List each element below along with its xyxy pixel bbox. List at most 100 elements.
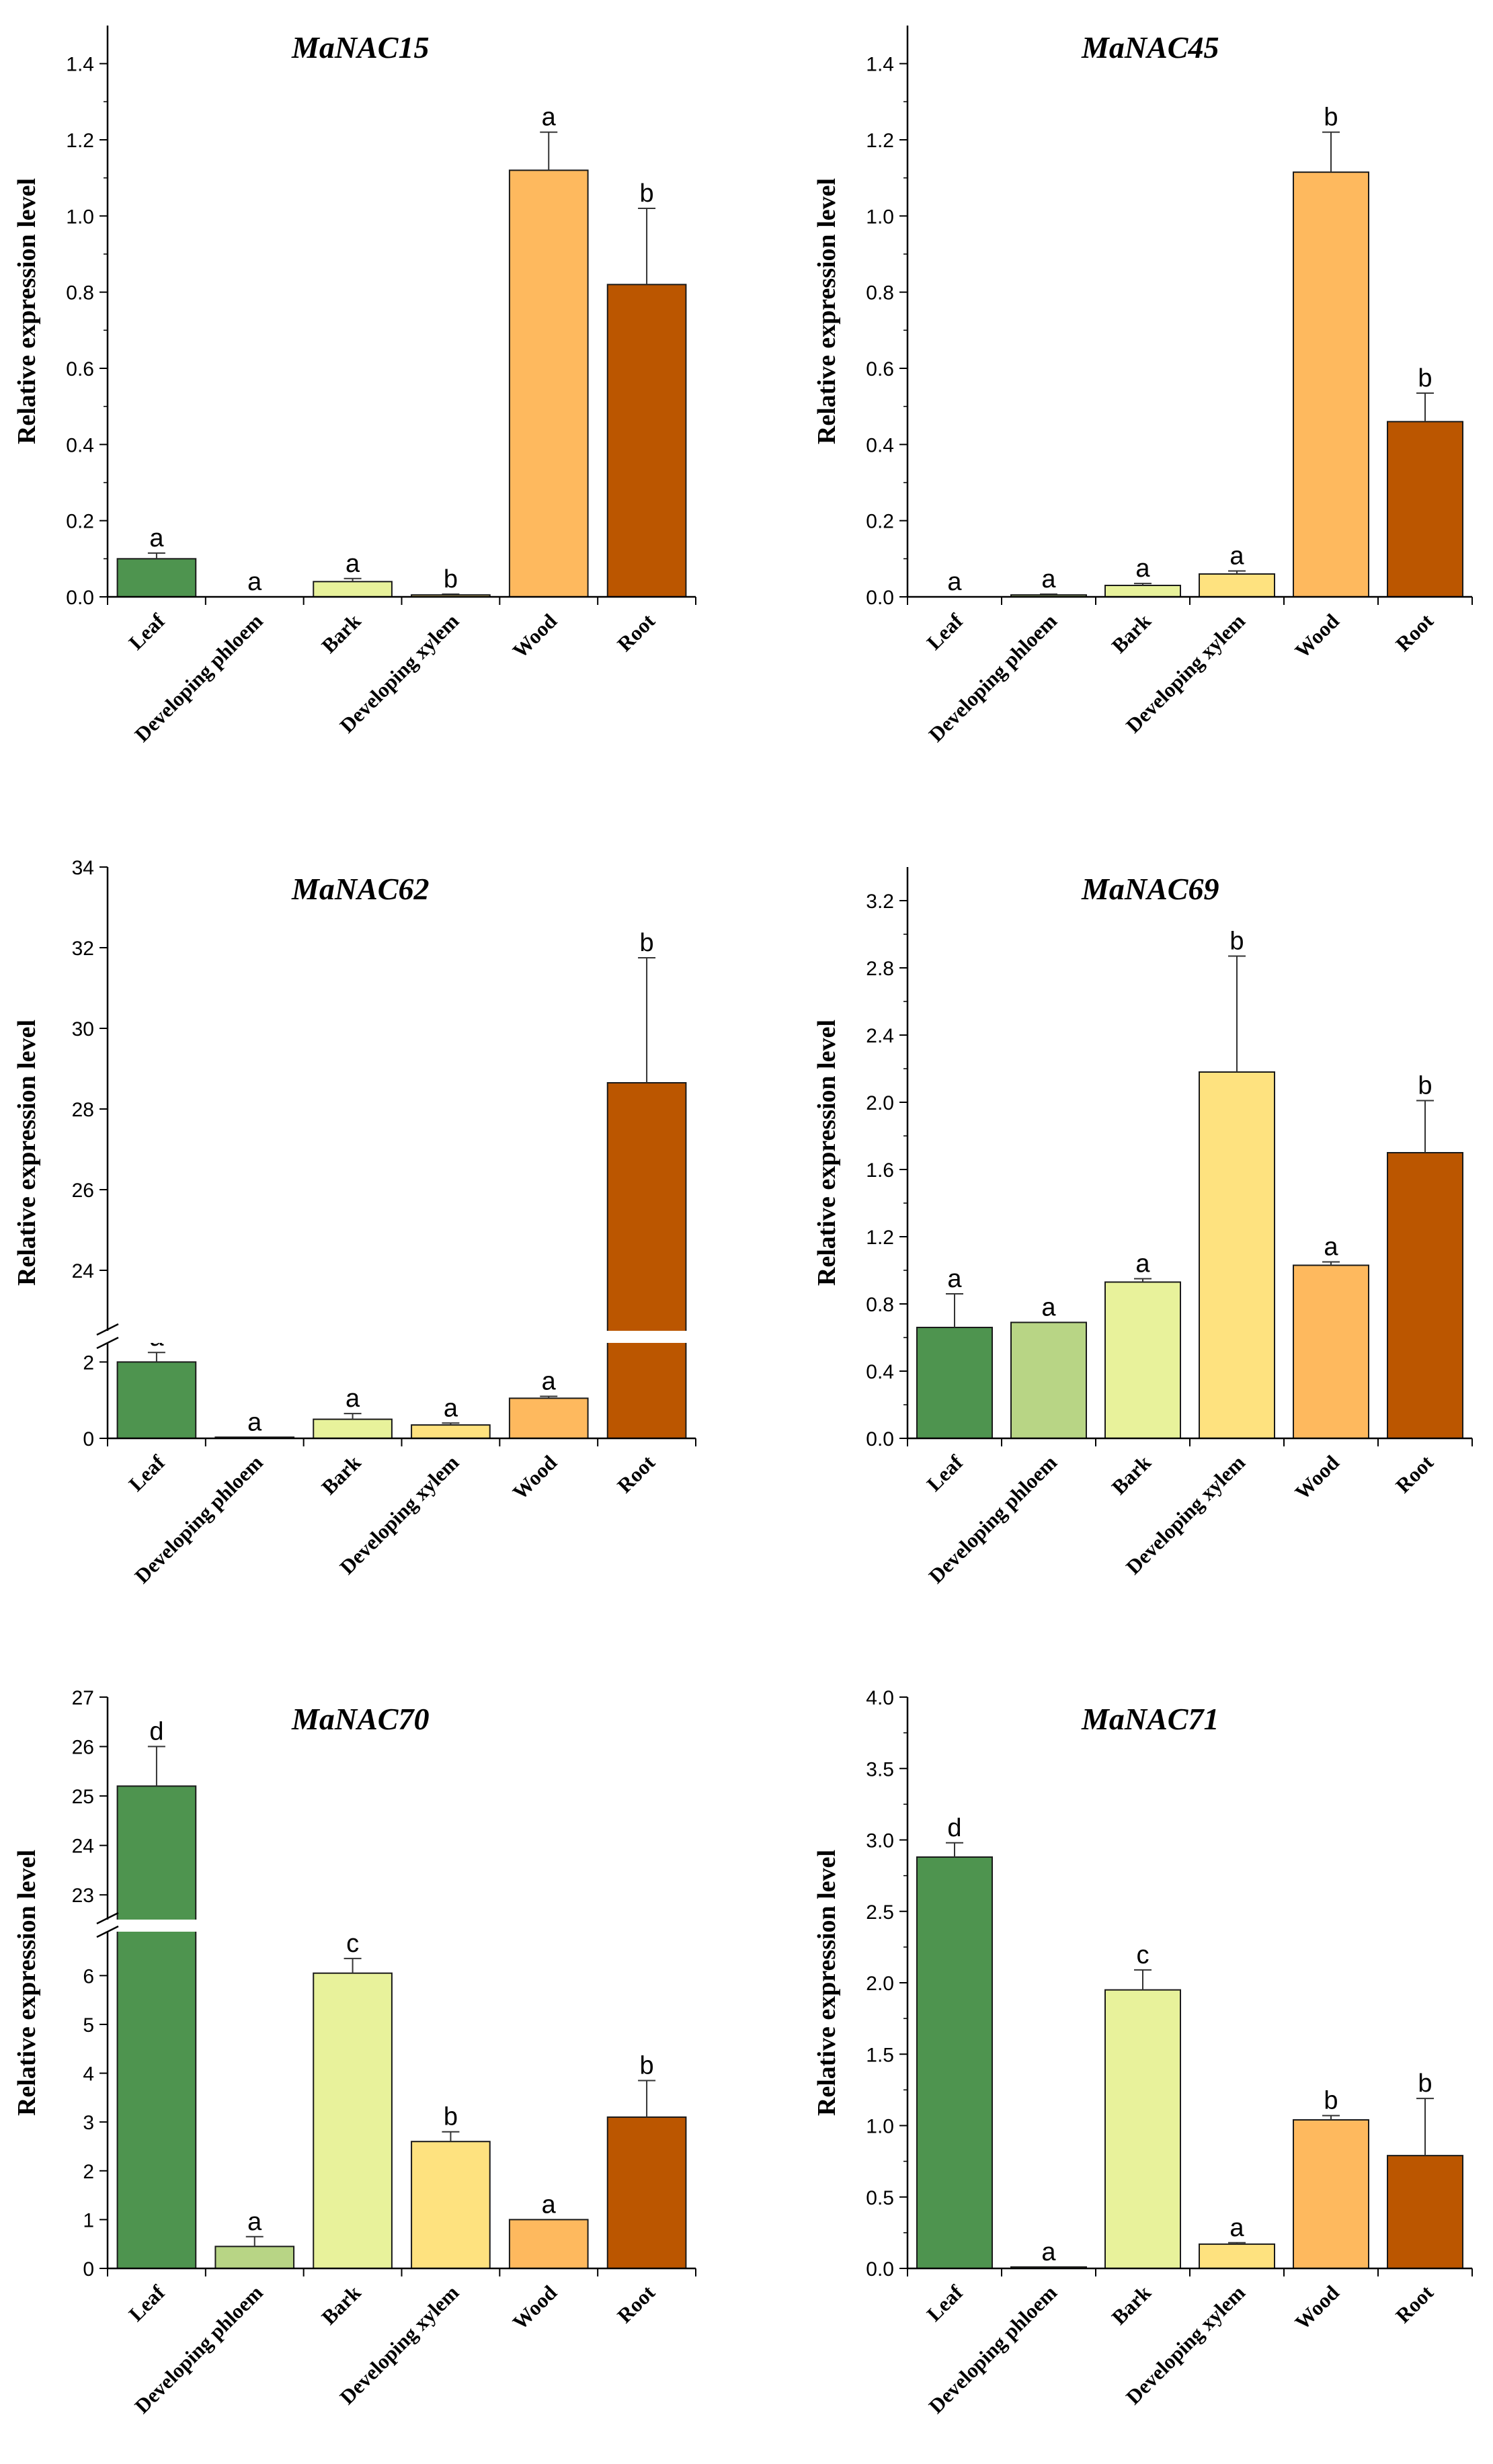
significance-letter: a [1041,1294,1056,1322]
y-tick-label: 1.4 [66,54,94,76]
significance-letter: b [640,2051,654,2080]
bar-developing-xylem [1199,573,1275,598]
category-label: Root [612,2281,659,2328]
significance-letter: c [1137,1941,1149,1969]
bar-root [1387,421,1463,598]
y-tick-label: 24 [72,1260,94,1282]
bar-developing-xylem [411,1424,491,1440]
significance-letter: a [444,1394,458,1422]
y-tick-label: 2.4 [866,1025,894,1047]
bar-wood [1293,1264,1369,1439]
bar-bark [1104,1281,1181,1439]
significance-letter: a [247,568,262,596]
significance-letter: a [1041,2238,1056,2266]
significance-letter: a [247,1408,262,1436]
axis-break-mark [96,1336,119,1350]
y-axis-label: Relative expression level [13,178,41,444]
significance-letter: b [1418,2069,1432,2098]
y-tick-label: 0.8 [866,1294,894,1316]
category-label: Bark [317,1450,366,1500]
bar-leaf [916,1856,993,2269]
y-tick-label: 32 [72,938,94,960]
chart-title: MaNAC69 [1081,872,1219,906]
y-tick-label: 3 [83,2112,94,2134]
bar-developing-xylem [411,2141,491,2269]
bar-root [1387,2155,1463,2269]
bar-developing-phloem [214,2246,295,2270]
bar-bark [1104,1989,1181,2269]
y-tick-label: 2 [83,2161,94,2183]
y-tick-label: 1.0 [66,206,94,228]
y-tick-label: 0.0 [866,1428,894,1450]
significance-letter: b [640,179,654,208]
y-tick-label: 3.2 [866,891,894,913]
bar-wood [508,1397,589,1440]
category-label: Leaf [124,1450,170,1496]
category-label: Wood [1290,609,1344,663]
y-tick-label: 26 [72,1737,94,1759]
y-tick-label: 4 [83,2063,94,2086]
y-axis-label: Relative expression level [13,1850,41,2116]
significance-letter: a [1229,542,1244,570]
y-tick-label: 1.2 [866,1227,894,1249]
bar-bark [1104,585,1181,598]
y-tick-label: 4.0 [866,1687,894,1709]
y-tick-label: 0.8 [66,282,94,304]
category-label: Wood [1290,1450,1344,1504]
significance-letter: b [1324,2087,1338,2115]
y-tick-label: 0.0 [866,2258,894,2281]
bar-root [606,2116,687,2270]
y-tick-label: 2.8 [866,958,894,980]
y-tick-label: 30 [72,1018,94,1040]
significance-letter: a [947,568,962,596]
category-label: Bark [1107,609,1156,658]
significance-letter: a [947,1265,962,1293]
bar-bark [313,1418,393,1440]
y-tick-label: 3.5 [866,1758,894,1780]
significance-letter: c [346,1930,359,1958]
bar-leaf [116,1785,197,2269]
category-label: Root [1391,1450,1438,1497]
bar-root [1387,1152,1463,1439]
bar-root [606,1082,687,1439]
y-tick-label: 25 [72,1786,94,1808]
axis-break-mark [96,1925,119,1938]
y-tick-label: 26 [72,1180,94,1202]
category-label: Leaf [124,609,170,655]
significance-letter: a [247,2208,262,2236]
axis-break-gap [93,1920,697,1932]
significance-letter: a [346,550,360,578]
y-tick-label: 2 [83,1352,94,1374]
y-tick-label: 0.6 [866,358,894,380]
y-tick-label: 1.0 [866,2116,894,2138]
bar-wood [508,169,589,598]
y-tick-label: 6 [83,1965,94,1987]
category-label: Bark [1107,1450,1156,1500]
category-label: Leaf [922,2281,968,2326]
y-tick-label: 0.4 [866,434,894,456]
bar-leaf [116,558,197,598]
y-tick-label: 0.5 [866,2187,894,2209]
significance-letter: b [1229,928,1244,956]
bar-leaf [116,1361,197,1440]
category-label: Leaf [922,609,968,655]
bar-wood [508,2219,589,2270]
category-label: Root [612,609,659,656]
y-tick-label: 2.0 [866,1092,894,1114]
chart-title: MaNAC70 [291,1702,429,1736]
significance-letter: a [1135,555,1150,583]
category-label: Wood [1290,2281,1344,2334]
y-tick-label: 23 [72,1885,94,1907]
y-tick-label: 0.2 [66,511,94,533]
y-tick-label: 0.6 [66,358,94,380]
bar-root [606,284,687,598]
significance-letter: b [1324,104,1338,132]
category-label: Root [1391,609,1438,656]
y-axis-label: Relative expression level [813,1850,841,2116]
chart-title: MaNAC45 [1081,30,1219,65]
y-tick-label: 1.2 [866,130,894,152]
